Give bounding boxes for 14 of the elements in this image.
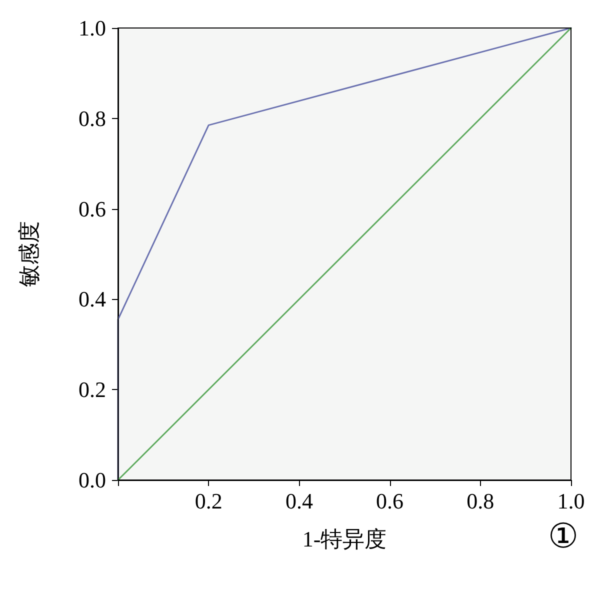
x-tick-label: 0.6 <box>376 488 404 514</box>
y-tick-label: 0.6 <box>78 196 106 222</box>
y-tick-label: 0.2 <box>78 377 106 402</box>
x-tick-label: 0.8 <box>466 488 494 514</box>
x-tick-label: 1.0 <box>557 488 585 514</box>
y-tick-label: 0.0 <box>78 468 106 492</box>
y-tick-label: 0.4 <box>78 286 106 312</box>
y-axis-title: 敏感度 <box>16 221 42 287</box>
y-tick-label: 1.0 <box>78 16 106 40</box>
x-tick-label: 0.2 <box>194 488 222 514</box>
text: ① <box>548 518 578 556</box>
x-axis-title: 1-特异度 <box>302 526 387 552</box>
x-tick-label: 0.4 <box>285 488 313 514</box>
y-tick-label: 0.8 <box>78 106 106 131</box>
